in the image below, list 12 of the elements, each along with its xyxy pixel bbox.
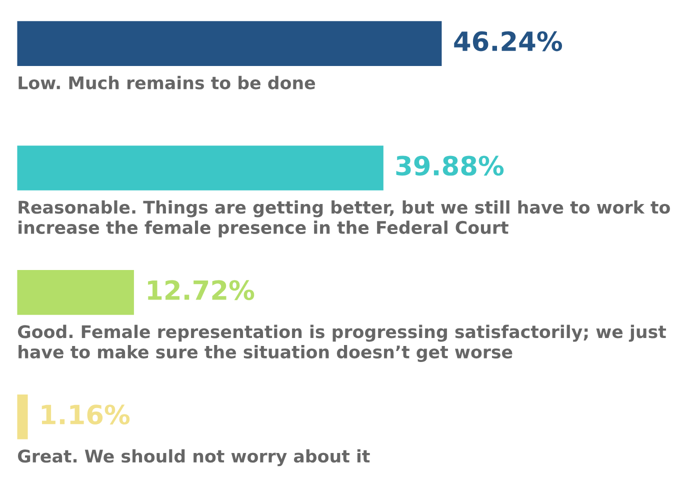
data-label: 46.24% [454,31,562,52]
y-tick-label: Great. We should not worry about it [18,449,370,466]
data-label: 1.16% [42,404,130,425]
bar [17,394,28,440]
bar [17,146,384,190]
bar [17,270,134,315]
y-tick-label: Reasonable. Things are getting better, but we still have to work to increase the female presence in the Federal Court [18,200,670,238]
y-tick-label: Low. Much remains to be done [18,76,316,90]
data-label: 39.88% [396,156,504,176]
bar [17,21,442,66]
y-tick-label: Good. Female representation is progressing satisfactorily; we just have to make sure the situation doesn’t get worse [18,324,666,362]
data-label: 12.72% [148,280,254,300]
